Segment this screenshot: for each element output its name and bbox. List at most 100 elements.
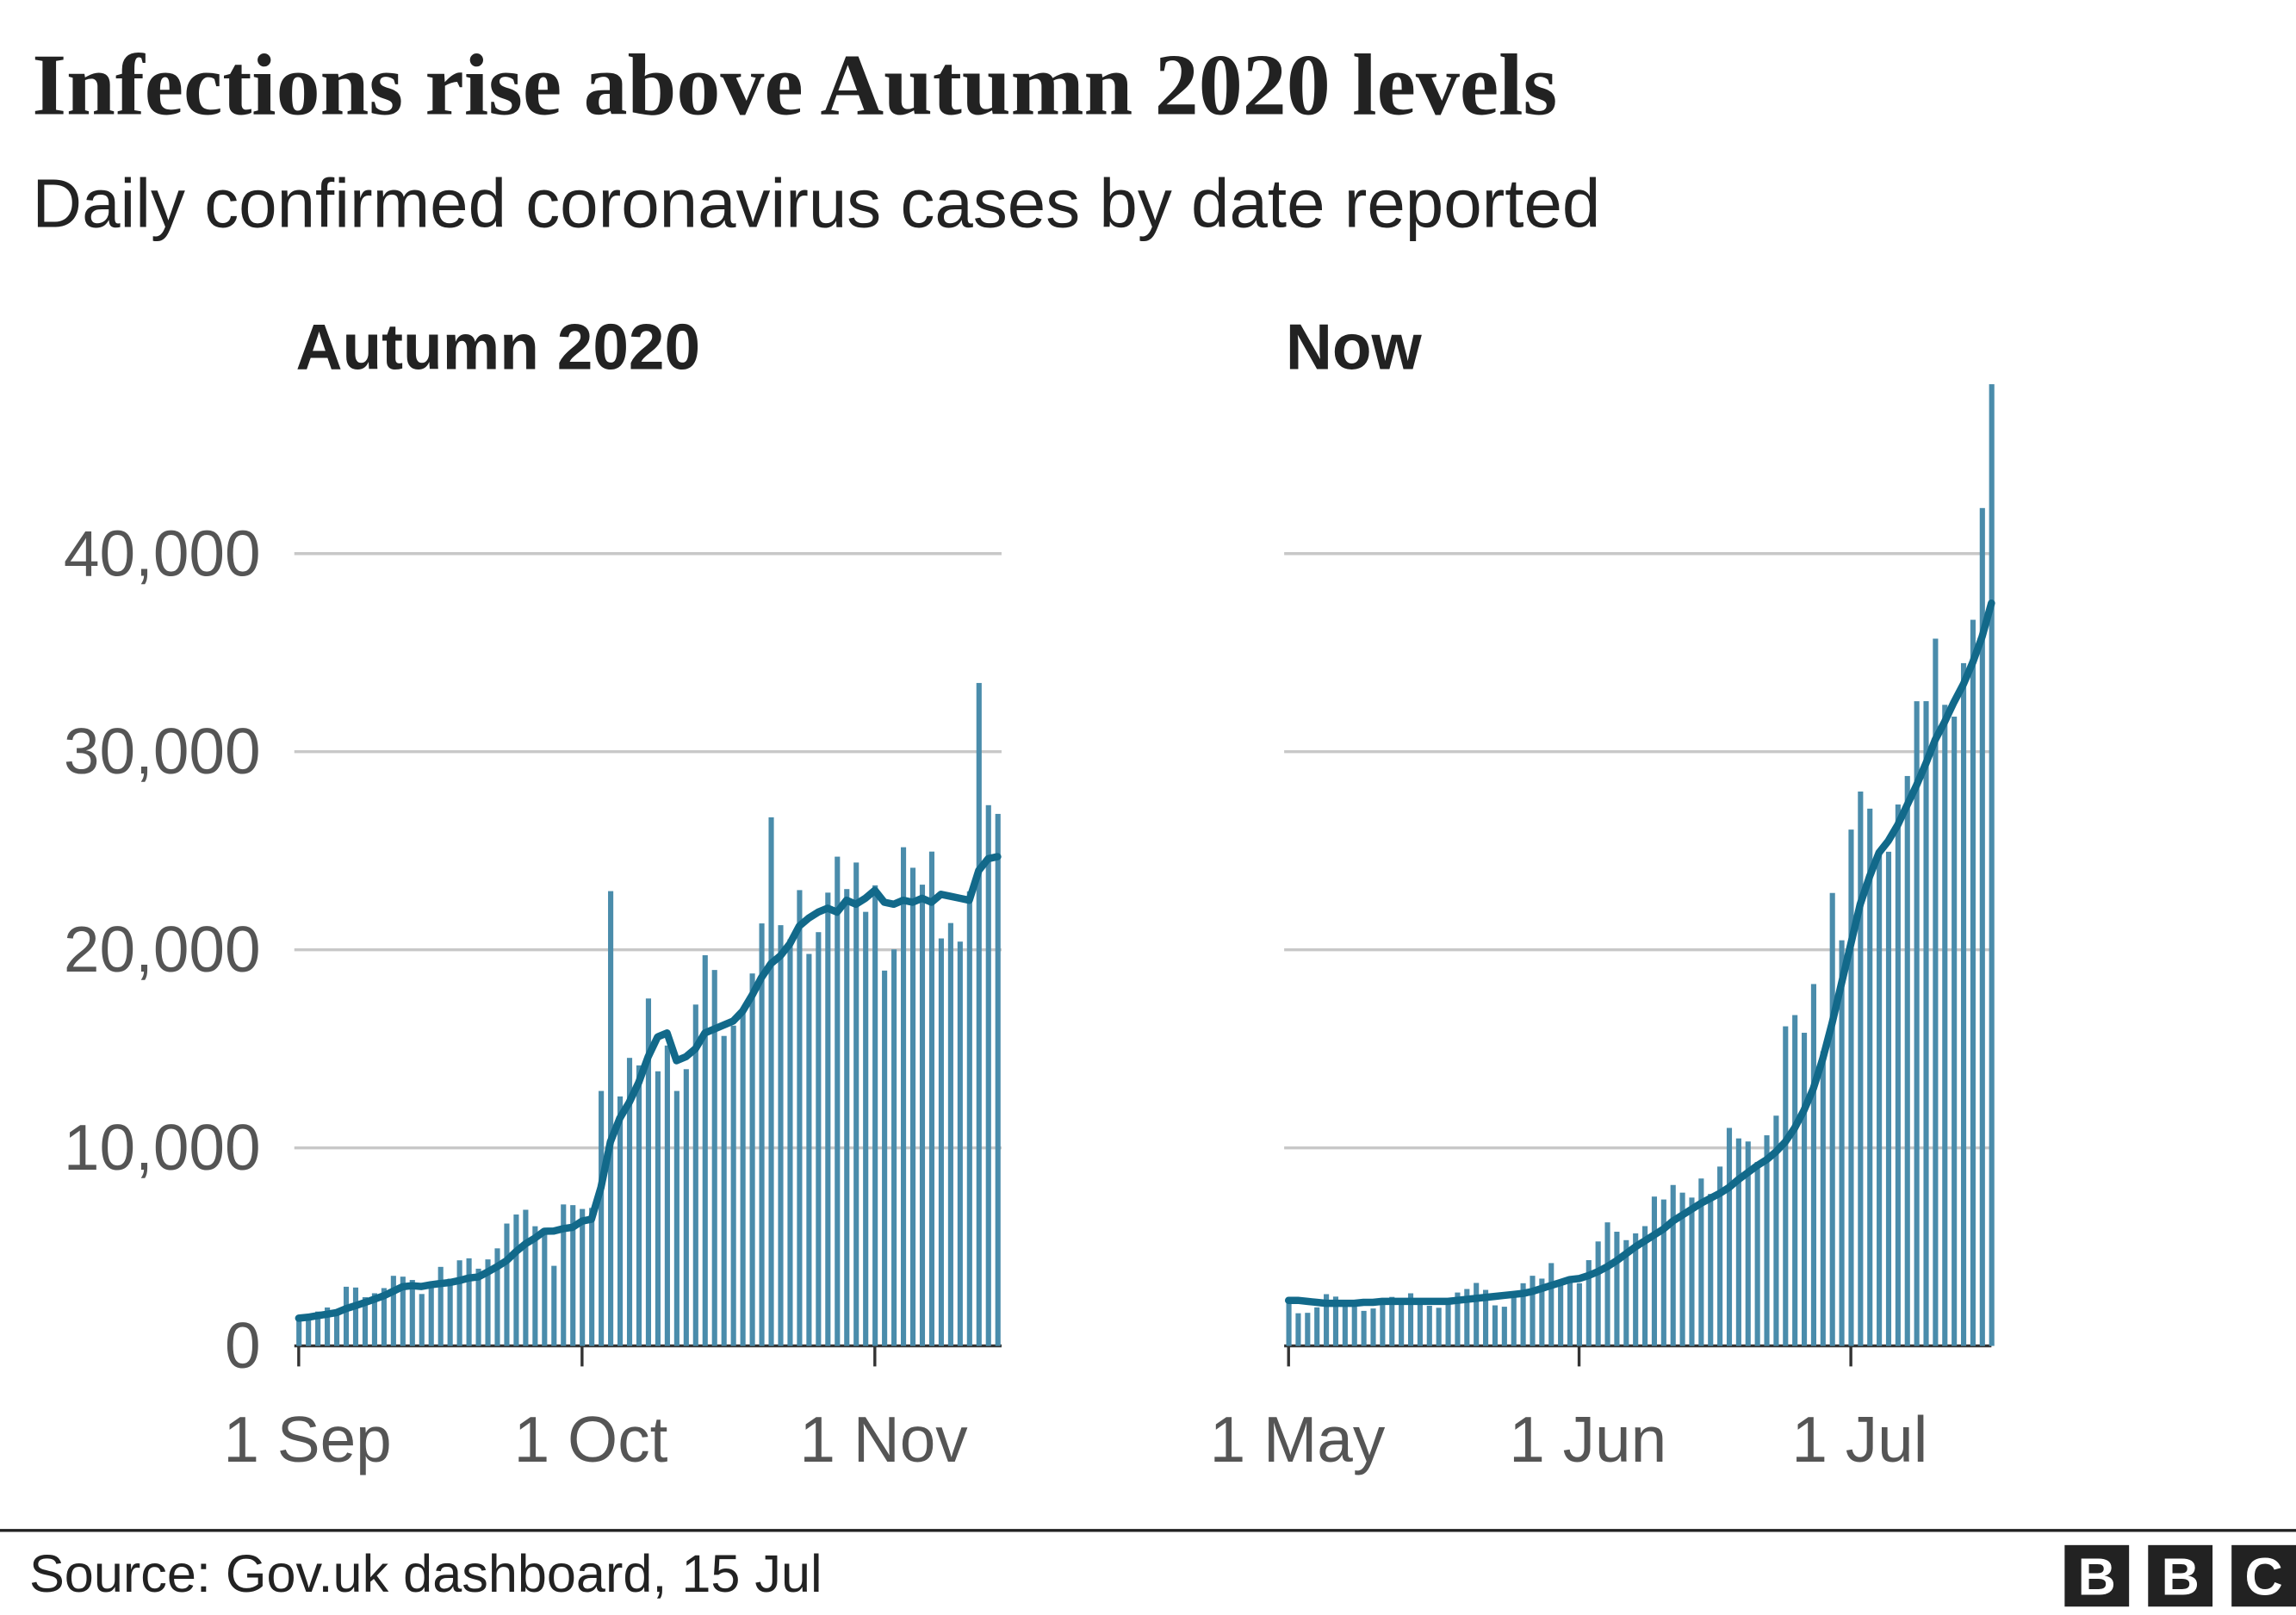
bar xyxy=(683,1069,689,1346)
bar xyxy=(1455,1292,1461,1346)
bar xyxy=(456,1260,462,1346)
bar xyxy=(1399,1301,1405,1346)
bar xyxy=(711,970,717,1346)
logo: B B C xyxy=(2064,1544,2296,1607)
bar xyxy=(1942,705,1948,1346)
bar xyxy=(891,949,897,1346)
bar xyxy=(947,922,953,1346)
bar xyxy=(390,1276,396,1346)
bar xyxy=(1361,1310,1367,1346)
bar xyxy=(542,1233,548,1346)
bar xyxy=(844,889,850,1346)
bar xyxy=(1286,1298,1292,1346)
y-tick-label: 20,000 xyxy=(64,913,261,985)
bar xyxy=(995,813,1001,1346)
bar xyxy=(645,998,652,1346)
bar xyxy=(1417,1302,1423,1346)
bar xyxy=(1708,1194,1714,1346)
bar xyxy=(976,682,982,1346)
bar xyxy=(523,1209,529,1346)
bar xyxy=(863,911,869,1346)
logo-box xyxy=(2231,1544,2296,1607)
bar xyxy=(1295,1313,1301,1346)
bar xyxy=(1689,1197,1695,1346)
bar xyxy=(428,1284,434,1346)
bar xyxy=(1904,775,1910,1346)
bar xyxy=(702,955,708,1346)
bar xyxy=(1576,1283,1582,1346)
bar xyxy=(938,938,944,1346)
bar xyxy=(1660,1199,1666,1346)
bar xyxy=(494,1248,500,1346)
y-tick-label: 40,000 xyxy=(64,517,261,589)
bar xyxy=(1585,1260,1592,1346)
bar xyxy=(306,1315,312,1346)
bar xyxy=(928,851,935,1346)
y-tick-label: 0 xyxy=(225,1309,261,1382)
bar xyxy=(749,973,755,1346)
bar xyxy=(513,1214,519,1346)
bar xyxy=(315,1311,321,1346)
bar xyxy=(692,1004,698,1346)
bar xyxy=(1380,1299,1386,1346)
bar xyxy=(730,1025,736,1346)
bar xyxy=(1445,1298,1451,1346)
bar xyxy=(825,892,831,1346)
logo-box xyxy=(2064,1544,2130,1607)
bar xyxy=(966,891,972,1346)
x-tick-label: 1 Oct xyxy=(514,1403,668,1475)
bar xyxy=(352,1287,359,1346)
bar xyxy=(919,885,926,1346)
average-line xyxy=(1284,599,1995,1308)
bar xyxy=(1783,1026,1789,1346)
bar xyxy=(551,1265,557,1346)
bar xyxy=(1923,701,1929,1346)
bar xyxy=(655,1071,661,1346)
bar xyxy=(1492,1305,1499,1346)
bar xyxy=(1698,1178,1704,1346)
x-tick-label: 1 Jul xyxy=(1791,1403,1927,1475)
bar xyxy=(1952,716,1958,1346)
source: Source: Gov.uk dashboard, 15 Jul xyxy=(29,1544,822,1603)
bar xyxy=(1801,1033,1808,1346)
bar xyxy=(1614,1232,1620,1346)
bar xyxy=(664,1045,670,1346)
bar xyxy=(1426,1305,1432,1346)
logo-letter: C xyxy=(2244,1548,2282,1606)
chart-subtitle: Daily confirmed coronavirus cases by dat… xyxy=(32,165,1600,242)
bar xyxy=(806,953,812,1346)
bar xyxy=(673,1090,679,1346)
bar xyxy=(1464,1289,1470,1346)
bar xyxy=(409,1280,415,1346)
bar xyxy=(1989,384,1995,1346)
bar xyxy=(1332,1296,1339,1346)
bar xyxy=(1679,1192,1685,1346)
bar xyxy=(447,1278,453,1346)
bar xyxy=(626,1058,633,1346)
bar xyxy=(1370,1308,1376,1346)
bar xyxy=(1633,1233,1639,1346)
bar xyxy=(853,862,859,1346)
bar xyxy=(437,1266,444,1346)
bar xyxy=(381,1288,387,1346)
bar xyxy=(362,1297,369,1346)
bar xyxy=(1324,1294,1330,1346)
bar xyxy=(1848,829,1854,1346)
bar xyxy=(1754,1162,1760,1346)
bar xyxy=(466,1258,472,1346)
bar xyxy=(1351,1305,1357,1346)
bar xyxy=(1726,1127,1733,1346)
chart-title: Infections rise above Autumn 2020 levels xyxy=(32,37,1557,134)
bar xyxy=(1511,1296,1517,1346)
x-tick-label: 1 Jun xyxy=(1509,1403,1666,1475)
bar xyxy=(1530,1276,1536,1346)
bar xyxy=(400,1276,406,1346)
logo-letter: B xyxy=(2162,1548,2200,1606)
panel-title: Now xyxy=(1286,311,1423,383)
bar xyxy=(599,1090,605,1346)
bar xyxy=(1436,1308,1442,1346)
bar xyxy=(1539,1278,1545,1346)
bar xyxy=(1970,619,1976,1346)
bar xyxy=(1764,1135,1770,1346)
bar xyxy=(1960,662,1967,1346)
